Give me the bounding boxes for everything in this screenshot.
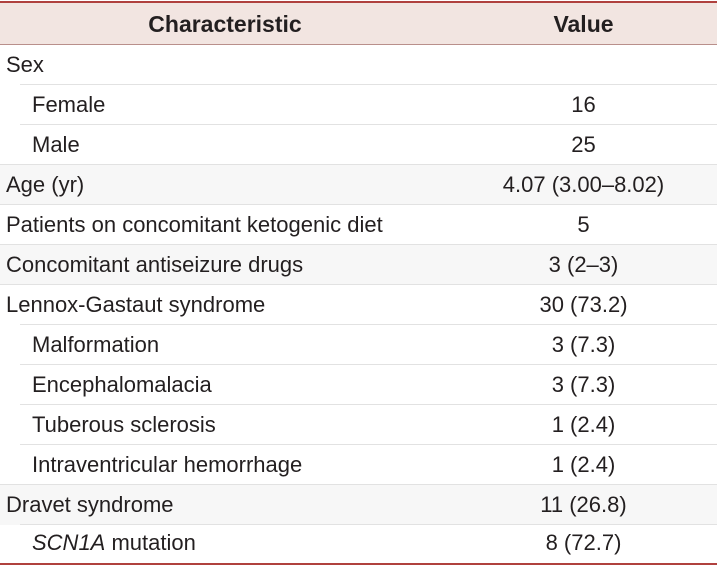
table-row: Male 25 (0, 125, 717, 165)
row-divider (20, 84, 717, 85)
table-row: Lennox-Gastaut syndrome 30 (73.2) (0, 285, 717, 325)
table-header: Characteristic Value (0, 3, 717, 45)
row-label: Sex (6, 52, 44, 77)
row-value: 3 (7.3) (551, 372, 616, 397)
table-row: Encephalomalacia 3 (7.3) (0, 365, 717, 405)
row-value (450, 45, 717, 85)
row-value: 3 (7.3) (551, 332, 616, 357)
table-row: Female 16 (0, 85, 717, 125)
table-row: Malformation 3 (7.3) (0, 325, 717, 365)
row-label: Concomitant antiseizure drugs (6, 252, 304, 277)
row-label: Intraventricular hemorrhage (32, 452, 303, 477)
table-row: Age (yr) 4.07 (3.00–8.02) (0, 165, 717, 205)
header-value: Value (553, 10, 614, 37)
row-divider (20, 444, 717, 445)
row-label: Female (32, 92, 106, 117)
row-value: 1 (2.4) (551, 412, 616, 437)
row-divider (20, 404, 717, 405)
row-divider (20, 324, 717, 325)
row-label: SCN1A mutation (32, 523, 196, 563)
header-characteristic: Characteristic (148, 10, 302, 37)
row-value: 4.07 (3.00–8.02) (502, 172, 665, 197)
table-row: SCN1A mutation 8 (72.7) (0, 523, 717, 563)
table-row: Patients on concomitant ketogenic diet 5 (0, 205, 717, 245)
row-label-rest: mutation (105, 530, 196, 555)
gene-name: SCN1A (32, 530, 106, 555)
row-label: Lennox-Gastaut syndrome (6, 292, 266, 317)
row-label: Age (yr) (6, 172, 85, 197)
row-label: Patients on concomitant ketogenic diet (6, 212, 383, 237)
table-row: Tuberous sclerosis 1 (2.4) (0, 405, 717, 445)
row-divider (0, 244, 717, 245)
row-label: Malformation (32, 332, 160, 357)
row-value: 11 (26.8) (540, 492, 627, 517)
top-rule (0, 1, 717, 3)
row-divider (0, 164, 717, 165)
row-divider (0, 484, 717, 485)
row-divider (0, 204, 717, 205)
row-divider (0, 284, 717, 285)
row-value: 25 (571, 132, 596, 157)
table-row: Sex (0, 45, 717, 85)
table-row: Concomitant antiseizure drugs 3 (2–3) (0, 245, 717, 285)
row-value: 16 (571, 92, 596, 117)
table-row: Intraventricular hemorrhage 1 (2.4) (0, 445, 717, 485)
row-label: Dravet syndrome (6, 492, 174, 517)
row-label: Encephalomalacia (32, 372, 212, 397)
row-value: 5 (577, 212, 590, 237)
row-divider (20, 124, 717, 125)
row-divider (20, 364, 717, 365)
row-label: Male (32, 132, 80, 157)
row-value: 1 (2.4) (551, 452, 616, 477)
row-label: Tuberous sclerosis (32, 412, 216, 437)
row-value: 3 (2–3) (548, 252, 619, 277)
row-value: 30 (73.2) (539, 292, 628, 317)
row-value: 8 (72.7) (545, 530, 622, 555)
bottom-rule (0, 563, 717, 565)
table-row: Dravet syndrome 11 (26.8) (0, 485, 717, 525)
row-divider (20, 524, 717, 525)
